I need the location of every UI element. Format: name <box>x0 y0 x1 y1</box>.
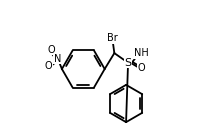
Text: N: N <box>54 54 61 64</box>
Text: S: S <box>125 58 132 68</box>
Text: O: O <box>47 45 55 55</box>
Text: O: O <box>138 63 145 73</box>
Text: Br: Br <box>107 33 118 43</box>
Text: O: O <box>45 61 53 71</box>
Text: NH: NH <box>134 48 149 58</box>
